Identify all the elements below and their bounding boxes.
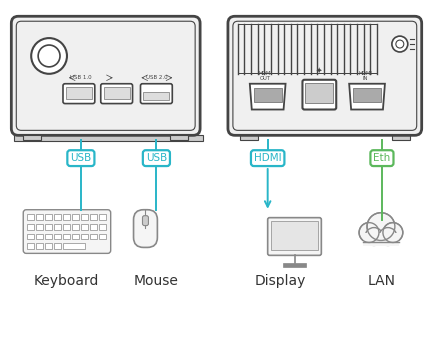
Bar <box>81 224 88 230</box>
Bar <box>36 224 43 230</box>
Bar <box>63 244 85 250</box>
Bar <box>27 244 34 250</box>
Bar <box>103 87 129 99</box>
Bar <box>63 224 70 230</box>
Bar <box>72 224 79 230</box>
Text: OUT: OUT <box>260 76 271 81</box>
Text: USB 1.0: USB 1.0 <box>70 75 92 80</box>
Text: Display: Display <box>254 274 306 288</box>
Bar <box>36 214 43 220</box>
Text: Mouse: Mouse <box>134 274 178 288</box>
Bar <box>54 224 61 230</box>
Circle shape <box>364 228 382 245</box>
Bar <box>45 214 52 220</box>
FancyBboxPatch shape <box>302 80 335 110</box>
FancyBboxPatch shape <box>11 16 200 135</box>
Circle shape <box>382 223 402 243</box>
Bar <box>270 220 318 250</box>
Bar <box>81 233 88 239</box>
Text: USB: USB <box>70 153 91 163</box>
Text: HDMI: HDMI <box>253 153 281 163</box>
FancyBboxPatch shape <box>267 218 321 256</box>
Bar <box>99 233 105 239</box>
Bar <box>72 233 79 239</box>
Bar <box>63 214 70 220</box>
Bar <box>54 244 61 250</box>
FancyBboxPatch shape <box>142 216 148 226</box>
Bar <box>237 24 376 25</box>
Bar <box>23 135 41 140</box>
Text: USB: USB <box>145 153 167 163</box>
Bar <box>81 214 88 220</box>
Bar <box>27 224 34 230</box>
Text: IN: IN <box>362 76 367 81</box>
Circle shape <box>358 223 378 243</box>
Bar <box>239 135 257 140</box>
Polygon shape <box>249 84 285 110</box>
Text: LAN: LAN <box>367 274 395 288</box>
Bar <box>54 214 61 220</box>
Circle shape <box>395 40 403 48</box>
Bar <box>99 214 105 220</box>
Bar <box>54 233 61 239</box>
Bar <box>352 88 380 101</box>
FancyBboxPatch shape <box>16 21 195 130</box>
Bar <box>99 224 105 230</box>
Bar <box>27 233 34 239</box>
Bar <box>63 233 70 239</box>
Circle shape <box>38 45 60 67</box>
FancyBboxPatch shape <box>140 84 172 104</box>
Circle shape <box>366 213 394 240</box>
Bar <box>66 87 92 99</box>
Bar <box>36 233 43 239</box>
Text: Keyboard: Keyboard <box>33 274 99 288</box>
Circle shape <box>31 38 67 74</box>
Text: HDMI: HDMI <box>258 71 272 76</box>
Bar <box>45 224 52 230</box>
Bar <box>282 263 306 267</box>
Bar <box>89 214 96 220</box>
Text: ✦: ✦ <box>316 65 322 74</box>
FancyBboxPatch shape <box>101 84 132 104</box>
Bar <box>170 135 188 140</box>
Text: HDMI: HDMI <box>357 71 371 76</box>
FancyBboxPatch shape <box>63 84 95 104</box>
Bar <box>36 244 43 250</box>
Bar <box>253 88 281 101</box>
Bar <box>391 135 409 140</box>
Bar <box>14 135 203 141</box>
Bar <box>89 233 96 239</box>
Circle shape <box>378 228 396 245</box>
Bar <box>362 232 398 246</box>
Bar <box>45 233 52 239</box>
Bar <box>45 244 52 250</box>
Bar <box>72 214 79 220</box>
FancyBboxPatch shape <box>227 16 421 135</box>
Bar <box>143 92 169 100</box>
FancyBboxPatch shape <box>23 210 110 253</box>
FancyBboxPatch shape <box>133 210 157 247</box>
Bar <box>27 214 34 220</box>
Polygon shape <box>349 84 384 110</box>
Bar <box>237 73 376 74</box>
FancyBboxPatch shape <box>232 21 416 130</box>
Text: Eth: Eth <box>372 153 390 163</box>
Bar <box>305 83 332 103</box>
Bar <box>89 224 96 230</box>
Text: USB 2.0: USB 2.0 <box>145 75 167 80</box>
Circle shape <box>391 36 407 52</box>
